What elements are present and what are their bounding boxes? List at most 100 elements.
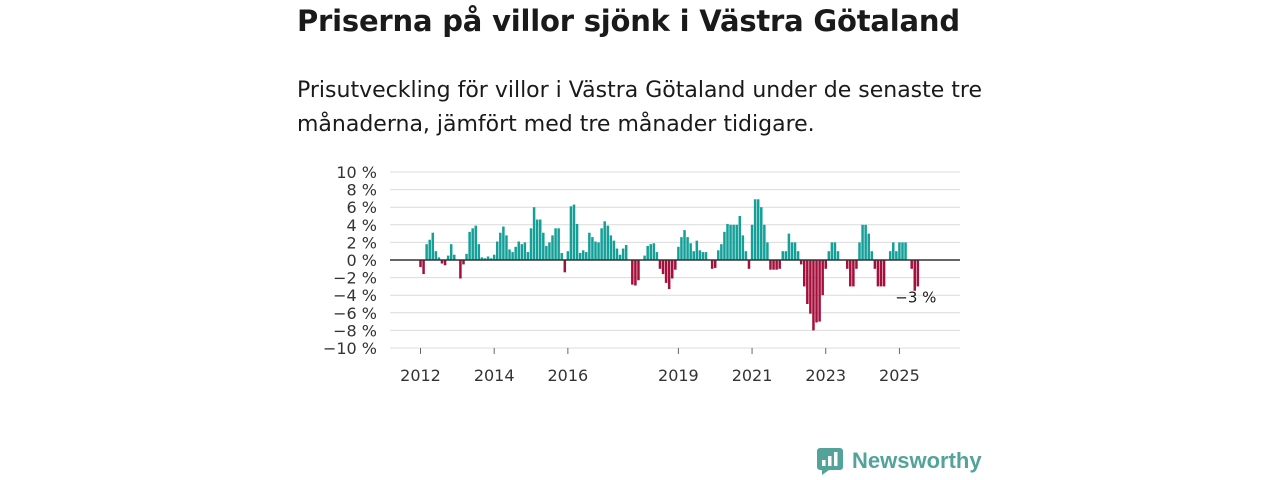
bar: [523, 242, 527, 260]
bar: [677, 246, 680, 260]
bar: [738, 216, 742, 260]
bar: [830, 242, 834, 260]
bar: [741, 235, 745, 260]
bar: [873, 260, 877, 269]
bar: [612, 240, 616, 260]
bar: [508, 249, 511, 260]
x-axis: 2012 2014 2016 2019 2021 2023 2025: [400, 348, 920, 385]
bar: [756, 199, 760, 260]
bar: [821, 260, 824, 296]
bar: [480, 257, 484, 260]
bar: [618, 254, 622, 260]
bar: [683, 230, 686, 260]
bar: [446, 255, 450, 260]
bar: [667, 260, 671, 290]
bar: [443, 260, 447, 266]
bar: [502, 226, 505, 260]
bar: [855, 260, 858, 269]
bar: [566, 251, 570, 260]
bar: [585, 252, 588, 260]
bar: [824, 260, 827, 269]
brand-logo[interactable]: Newsworthy: [816, 446, 982, 476]
bar: [551, 235, 554, 260]
bar: [704, 252, 708, 260]
bar: [895, 251, 898, 260]
bar: [468, 231, 471, 260]
bar: [833, 242, 837, 260]
bar: [643, 255, 646, 260]
bar: [784, 251, 788, 260]
bar: [910, 260, 913, 269]
bar: [836, 251, 840, 260]
bar: [812, 260, 815, 331]
bar-chart: 10 %8 %6 %4 %2 %0 %−2 %−4 %−6 %−8 %−10 %…: [323, 163, 960, 385]
y-tick-label: −10 %: [323, 339, 377, 358]
chart-subtitle: Prisutveckling för villor i Västra Götal…: [297, 78, 983, 137]
bar: [655, 252, 659, 260]
bar: [793, 242, 797, 260]
bar: [431, 232, 435, 260]
y-tick-label: −4 %: [333, 286, 377, 305]
bar: [916, 260, 920, 287]
bar: [763, 224, 766, 260]
y-tick-label: 10 %: [336, 163, 377, 182]
bar: [440, 260, 444, 264]
bar: [609, 235, 613, 260]
bar: [631, 260, 634, 285]
bar: [535, 219, 539, 260]
bar: [538, 219, 542, 260]
bar: [557, 228, 560, 260]
bar: [581, 250, 585, 260]
bar: [569, 206, 573, 260]
bar: [621, 248, 625, 260]
x-tick-label: 2012: [400, 366, 441, 385]
bar: [809, 260, 812, 314]
bar: [563, 260, 567, 273]
bar: [548, 242, 551, 260]
bar: [453, 254, 456, 260]
bar: [892, 242, 895, 260]
chart-title: Priserna på villor sjönk i Västra Götala…: [297, 4, 960, 38]
x-tick-label: 2025: [879, 366, 920, 385]
bar: [689, 243, 692, 260]
bar: [434, 251, 438, 260]
bar: [652, 243, 656, 260]
bar: [489, 258, 493, 260]
bar: [664, 260, 668, 283]
bar: [425, 244, 428, 260]
bar: [637, 260, 640, 281]
y-tick-label: 6 %: [347, 198, 377, 217]
x-tick-label: 2016: [548, 366, 589, 385]
bar: [882, 260, 886, 287]
bar: [796, 251, 800, 260]
bar: [713, 260, 717, 268]
bar: [658, 260, 662, 269]
y-tick-label: 0 %: [347, 251, 377, 270]
bar: [492, 254, 496, 260]
y-tick-label: 4 %: [347, 216, 377, 235]
bar: [858, 242, 861, 260]
bar: [879, 260, 883, 287]
bar: [864, 224, 867, 260]
bar: [529, 228, 533, 260]
bar: [781, 251, 785, 260]
bar: [775, 260, 778, 270]
bar: [646, 245, 649, 260]
bar: [560, 252, 563, 260]
latest-value-label: −3 %: [895, 288, 936, 306]
x-tick-label: 2023: [805, 366, 846, 385]
bar: [624, 245, 628, 260]
x-tick-label: 2021: [732, 366, 773, 385]
y-tick-label: 8 %: [347, 181, 377, 200]
x-tick-label: 2014: [474, 366, 515, 385]
bar: [572, 204, 576, 260]
bar: [686, 237, 689, 260]
bar: [545, 245, 548, 260]
bar: [799, 260, 803, 265]
bar: [723, 231, 726, 260]
bar: [717, 250, 720, 260]
bar: [471, 228, 474, 260]
bar: [520, 244, 524, 260]
bar: [753, 199, 757, 260]
bar: [477, 244, 481, 260]
